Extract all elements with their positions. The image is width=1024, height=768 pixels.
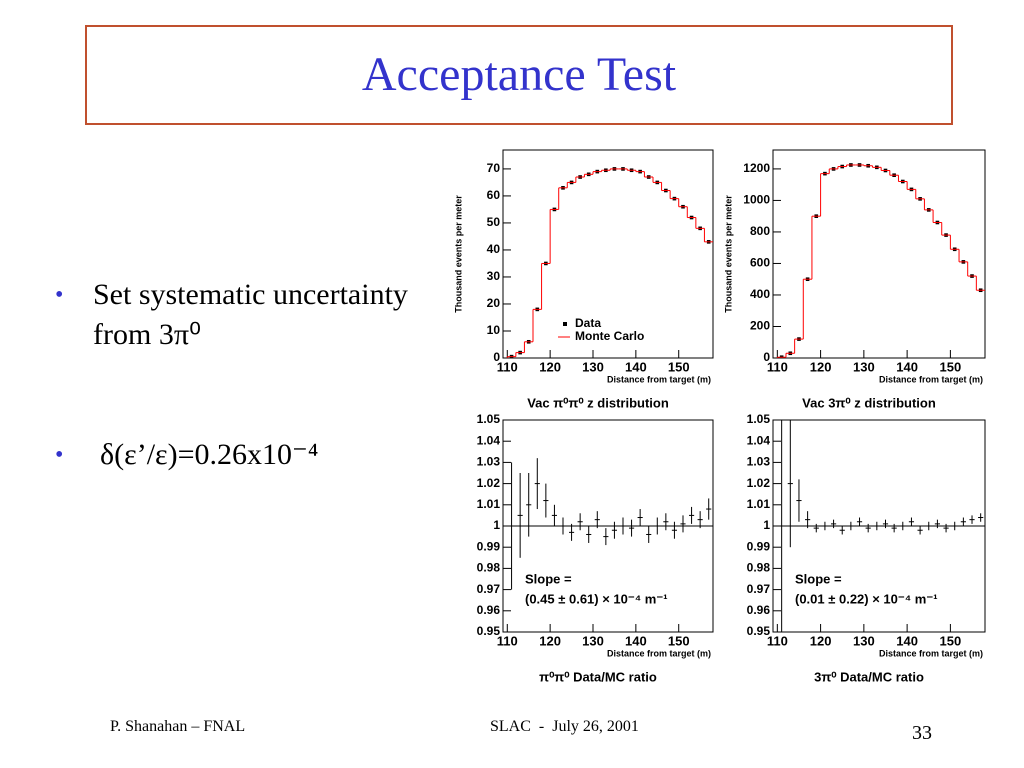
y-tick-label: 1.01 <box>747 497 771 511</box>
x-tick-label: 120 <box>810 359 832 374</box>
y-tick-label: 1.01 <box>477 497 501 511</box>
data-point <box>779 355 784 358</box>
y-tick-label: 1200 <box>743 161 770 175</box>
plot-title: 3π⁰ Data/MC ratio <box>814 669 924 684</box>
marks <box>506 167 713 358</box>
x-tick-label: 110 <box>497 633 518 648</box>
y-tick-label: 0.99 <box>477 539 501 553</box>
footer-left: P. Shanahan – FNAL <box>110 718 246 735</box>
y-tick-label: 1.04 <box>477 433 501 447</box>
x-tick-label: 130 <box>582 359 604 374</box>
plot: 110 120 130 140 150 0.95 0.96 0.97 0.98 0.99 1 1.01… <box>747 412 986 684</box>
x-tick-label: 120 <box>810 633 832 648</box>
y-tick-label: 0.96 <box>477 603 501 617</box>
x-tick-label: 150 <box>668 633 690 648</box>
x-axis-label: Distance from target (m) <box>607 648 711 658</box>
x-tick-label: 130 <box>853 359 875 374</box>
y-tick-label: 600 <box>750 256 770 270</box>
y-tick-label: 1.05 <box>477 412 501 426</box>
y-tick-label: 0.97 <box>477 582 501 596</box>
y-tick-label: 200 <box>750 319 770 333</box>
y-tick-label: 400 <box>750 287 770 301</box>
x-tick-label: 110 <box>767 359 788 374</box>
x-axis-label: Distance from target (m) <box>879 648 983 658</box>
x-tick-label: 120 <box>539 633 561 648</box>
annotation: Slope = <box>525 571 572 586</box>
x-tick-label: 140 <box>625 633 647 648</box>
x-tick-label: 140 <box>896 633 918 648</box>
x-tick-label: 120 <box>539 359 561 374</box>
x-tick-label: 140 <box>896 359 918 374</box>
y-tick-label: 20 <box>487 296 501 310</box>
x-tick-label: 110 <box>497 359 518 374</box>
y-tick-label: 70 <box>487 161 501 175</box>
y-tick-label: 0.95 <box>477 624 501 638</box>
y-tick-label: 1.04 <box>747 433 771 447</box>
y-tick-label: 0.98 <box>477 561 501 575</box>
y-axis-label: Thousand events per meter <box>723 195 733 313</box>
y-tick-label: 1.02 <box>747 476 771 490</box>
footer-center: SLAC - July 26, 2001 <box>490 718 639 735</box>
y-tick-label: 1.05 <box>747 412 771 426</box>
x-tick-label: 130 <box>582 633 604 648</box>
legend-swatch <box>563 322 567 326</box>
y-tick-label: 0.97 <box>747 582 771 596</box>
annotation: Slope = <box>795 571 842 586</box>
y-tick-label: 50 <box>487 215 501 229</box>
plot: 110 120 130 140 150 0 10 20 30 40 50 60 70 Distance f… <box>453 149 714 410</box>
y-tick-label: 800 <box>750 224 770 238</box>
y-tick-label: 10 <box>487 323 501 337</box>
bullet-text: δ(ε’/ε)=0.26x10⁻⁴ <box>100 438 319 471</box>
annotation: (0.01 ± 0.22) × 10⁻⁴ m⁻¹ <box>795 591 938 606</box>
x-tick-label: 150 <box>668 359 690 374</box>
plot-title: π⁰π⁰ Data/MC ratio <box>539 669 657 684</box>
annotation: (0.45 ± 0.61) × 10⁻⁴ m⁻¹ <box>525 591 668 606</box>
y-tick-label: 30 <box>487 269 501 283</box>
x-axis-label: Distance from target (m) <box>879 374 983 384</box>
y-tick-label: 1.02 <box>477 476 501 490</box>
title-box: Acceptance Test <box>85 25 953 125</box>
plot-frame <box>502 149 714 359</box>
bullet-text: Set systematic uncertainty from 3π⁰ <box>93 278 408 351</box>
x-tick-label: 150 <box>940 633 962 648</box>
y-tick-label: 0.95 <box>747 624 771 638</box>
marks <box>776 163 985 358</box>
y-tick-label: 1 <box>763 518 770 532</box>
marks <box>503 458 713 590</box>
plot: 110 120 130 140 150 0 200 400 600 800 1000 1200 Dist… <box>723 149 986 410</box>
bullet-dot: • <box>55 442 64 468</box>
legend-label: Data <box>575 316 601 330</box>
x-axis-label: Distance from target (m) <box>607 374 711 384</box>
marks <box>773 420 985 632</box>
y-tick-label: 0.98 <box>747 561 771 575</box>
y-axis-label: Thousand events per meter <box>453 195 463 313</box>
y-tick-label: 60 <box>487 188 501 202</box>
y-tick-label: 0 <box>763 350 770 364</box>
bullet-dot: • <box>55 282 64 308</box>
x-tick-label: 150 <box>940 359 962 374</box>
y-tick-label: 0 <box>493 350 500 364</box>
page-number: 33 <box>912 722 932 744</box>
y-tick-label: 0.99 <box>747 539 771 553</box>
legend-label: Monte Carlo <box>575 329 644 343</box>
y-tick-label: 0.96 <box>747 603 771 617</box>
y-tick-label: 1.03 <box>747 455 771 469</box>
plot-frame <box>772 149 986 359</box>
x-tick-label: 140 <box>625 359 647 374</box>
x-tick-label: 110 <box>767 633 788 648</box>
y-tick-label: 1.03 <box>477 455 501 469</box>
y-tick-label: 40 <box>487 242 501 256</box>
y-tick-label: 1000 <box>743 193 770 207</box>
plot-title: Vac 3π⁰ z distribution <box>802 395 936 410</box>
slide-title: Acceptance Test <box>361 48 677 101</box>
y-tick-label: 1 <box>493 518 500 532</box>
plot-title: Vac π⁰π⁰ z distribution <box>527 395 669 410</box>
plot: 110 120 130 140 150 0.95 0.96 0.97 0.98 0.99 1 1.01… <box>477 412 714 684</box>
x-tick-label: 130 <box>853 633 875 648</box>
